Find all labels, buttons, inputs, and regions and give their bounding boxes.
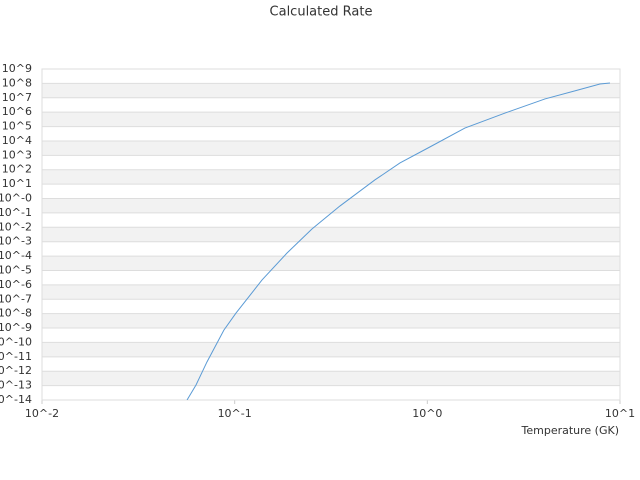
grid-band [42,83,620,98]
y-tick-label: 10^-2 [0,220,32,233]
y-tick-label: 10^-6 [0,278,32,291]
y-tick-label: 10^9 [2,62,32,75]
y-tick-label: 10^-11 [0,350,32,363]
grid-band [42,270,620,285]
grid-band [42,356,620,372]
y-tick-label: 10^-9 [0,321,32,334]
y-tick-label: 10^7 [2,91,32,104]
grid-band [42,328,620,343]
chart-title: Calculated Rate [270,5,373,20]
x-tick-label: 10^-1 [218,407,252,420]
y-tick-label: 10^1 [2,177,32,190]
grid-band [42,256,620,271]
y-tick-label: 10^5 [2,120,32,133]
data-line [186,82,611,400]
y-tick-label: 10^-13 [0,379,32,392]
grid-band [42,140,620,156]
y-tick-label: 10^-0 [0,192,32,205]
y-tick-label: 10^6 [2,105,32,118]
x-tick-label: 10^0 [412,407,442,420]
y-tick-label: 10^4 [2,134,32,147]
x-tick-label: 10^-2 [25,407,59,420]
grid-band [42,299,620,314]
y-tick-label: 10^-3 [0,235,32,248]
grid-band [42,69,620,84]
grid-band [42,241,620,257]
grid-band [42,184,620,199]
y-tick-label: 10^-8 [0,307,32,320]
grid-band [42,112,620,127]
y-tick-label: 10^3 [2,148,32,161]
grid-band [42,198,620,213]
grid-band [42,284,620,300]
grid-band [42,212,620,228]
x-tick-label: 10^1 [605,407,635,420]
x-axis-label: Temperature (GK) [521,424,620,437]
y-tick-label: 10^-5 [0,263,32,276]
y-tick-label: 10^-12 [0,364,32,377]
grid-band [42,169,620,185]
grid-band [42,227,620,242]
grid-band [42,371,620,386]
y-tick-label: 10^-7 [0,292,32,305]
y-tick-label: 10^-1 [0,206,32,219]
y-tick-label: 10^-10 [0,335,32,348]
grid-band [42,97,620,113]
grid-band [42,313,620,329]
grid-band [42,342,620,357]
plot-frame [41,68,621,401]
y-tick-label: 10^8 [2,76,32,89]
grid-band [42,155,620,170]
grid-band [42,385,620,400]
y-tick-label: 10^-14 [0,393,32,406]
y-tick-label: 10^-4 [0,249,32,262]
y-tick-label: 10^2 [2,163,32,176]
grid-band [42,126,620,141]
